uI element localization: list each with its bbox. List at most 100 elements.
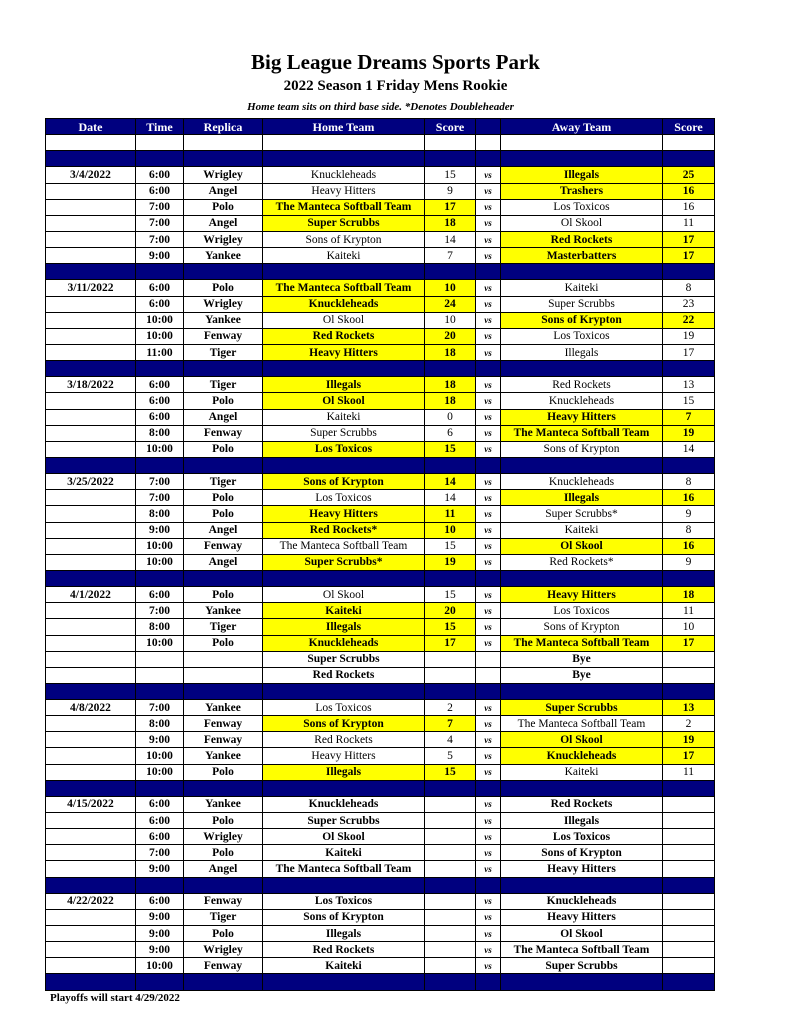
away-score-cell: 8: [662, 473, 715, 491]
vs-cell: vs: [475, 343, 501, 362]
replica-cell: Yankee: [183, 699, 263, 717]
home-score-cell: [424, 666, 476, 684]
home-score-cell: 15: [424, 586, 476, 604]
home-score-cell: 9: [424, 182, 476, 200]
away-score-cell: [662, 812, 715, 830]
away-score-cell: [662, 941, 715, 959]
home-score-cell: 10: [424, 279, 476, 297]
home-team-cell: Kaiteki: [262, 957, 425, 975]
date-cell: [45, 747, 136, 765]
vs-cell: [475, 666, 501, 684]
date-cell: [45, 198, 136, 216]
away-team-cell: Red Rockets: [500, 230, 663, 249]
away-team-cell: Illegals: [500, 343, 663, 362]
vs-cell: vs: [475, 828, 501, 846]
vs-cell: vs: [475, 731, 501, 749]
home-score-cell: [424, 925, 476, 943]
table-row: 10:00 Fenway Kaiteki vs Super Scrubbs: [45, 957, 715, 975]
home-team-cell: Illegals: [262, 925, 425, 943]
home-team-cell: Illegals: [262, 376, 425, 394]
separator-cell: [183, 360, 263, 378]
time-cell: 7:00: [135, 699, 184, 717]
away-team-cell: Kaiteki: [500, 763, 663, 781]
separator-cell: [500, 779, 663, 797]
time-cell: 7:00: [135, 214, 184, 232]
away-score-cell: 13: [662, 376, 715, 394]
date-cell: [45, 957, 136, 975]
date-cell: [45, 505, 136, 523]
table-row: 9:00 Yankee Kaiteki 7 vs Masterbatters 17: [45, 247, 715, 265]
table-row: 9:00 Fenway Red Rockets 4 vs Ol Skool 19: [45, 731, 715, 749]
replica-cell: Fenway: [183, 715, 263, 733]
separator-cell: [183, 973, 263, 991]
away-score-cell: 23: [662, 295, 715, 313]
table-row: 8:00 Tiger Illegals 15 vs Sons of Krypton 10: [45, 618, 715, 636]
separator-cell: [45, 360, 136, 378]
replica-cell: Polo: [183, 505, 263, 523]
table-row: 9:00 Angel The Manteca Softball Team vs Heav…: [45, 860, 715, 878]
blank-row: [45, 134, 715, 152]
vs-cell: vs: [475, 537, 501, 555]
home-score-cell: 14: [424, 473, 476, 491]
time-cell: 10:00: [135, 327, 184, 345]
table-row: 4/15/2022 6:00 Yankee Knuckleheads vs Red Roc…: [45, 795, 715, 814]
date-cell: [45, 392, 136, 410]
away-team-cell: Knuckleheads: [500, 392, 663, 410]
date-cell: [45, 489, 136, 507]
separator-cell: [424, 779, 476, 797]
vs-cell: vs: [475, 602, 501, 620]
away-score-cell: [662, 860, 715, 878]
col-home-team: Home Team: [262, 117, 425, 136]
separator-cell: [424, 682, 476, 701]
date-cell: [45, 214, 136, 232]
home-score-cell: 17: [424, 634, 476, 652]
away-team-cell: Super Scrubbs: [500, 295, 663, 313]
home-team-cell: Illegals: [262, 618, 425, 636]
table-row: 10:00 Angel Super Scrubbs* 19 vs Red Rockets*…: [45, 553, 715, 571]
time-cell: 10:00: [135, 957, 184, 975]
time-cell: 8:00: [135, 715, 184, 733]
date-cell: [45, 860, 136, 878]
separator-cell: [500, 263, 663, 281]
home-team-cell: Sons of Krypton: [262, 715, 425, 733]
table-row: 8:00 Fenway Super Scrubbs 6 vs The Manteca So…: [45, 424, 715, 442]
date-cell: [45, 650, 136, 668]
home-score-cell: 14: [424, 230, 476, 249]
separator-cell: [135, 682, 184, 701]
replica-cell: Polo: [183, 925, 263, 943]
away-score-cell: 11: [662, 602, 715, 620]
separator-cell: [662, 779, 715, 797]
separator-cell: [135, 779, 184, 797]
table-row: 7:00 Polo The Manteca Softball Team 17 vs Los…: [45, 198, 715, 216]
separator-cell: [135, 569, 184, 588]
replica-cell: Wrigley: [183, 828, 263, 846]
vs-cell: vs: [475, 424, 501, 442]
replica-cell: Angel: [183, 408, 263, 426]
separator-cell: [475, 876, 501, 894]
home-score-cell: 15: [424, 440, 476, 458]
separator-cell: [135, 876, 184, 894]
separator-cell: [262, 973, 425, 991]
replica-cell: Fenway: [183, 424, 263, 442]
table-row: 9:00 Wrigley Red Rockets vs The Manteca Soft…: [45, 941, 715, 959]
blank-cell: [424, 134, 476, 152]
home-score-cell: [424, 941, 476, 959]
date-cell: [45, 553, 136, 571]
away-score-cell: 16: [662, 489, 715, 507]
table-row: 7:00 Wrigley Sons of Krypton 14 vs Red Rocket…: [45, 230, 715, 249]
date-cell: 3/18/2022: [45, 376, 136, 394]
separator-cell: [475, 569, 501, 588]
away-team-cell: Super Scrubbs: [500, 699, 663, 717]
vs-cell: vs: [475, 618, 501, 636]
blank-cell: [45, 134, 136, 152]
away-team-cell: Red Rockets*: [500, 553, 663, 571]
date-cell: [45, 828, 136, 846]
separator-cell: [475, 973, 501, 991]
separator-cell: [45, 779, 136, 797]
vs-cell: vs: [475, 521, 501, 539]
away-team-cell: Knuckleheads: [500, 892, 663, 910]
separator-cell: [135, 973, 184, 991]
vs-cell: vs: [475, 715, 501, 733]
separator-cell: [135, 360, 184, 378]
vs-cell: vs: [475, 489, 501, 507]
